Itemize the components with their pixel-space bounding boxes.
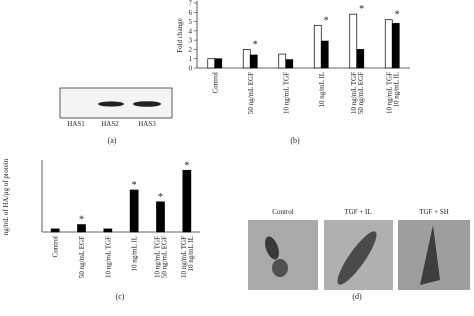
bar [320, 40, 329, 69]
x-tick-label: 10 ng/mL TGF50 ng/mL EGF [350, 72, 365, 114]
x-tick-label-line: Control [52, 236, 60, 257]
bar [182, 169, 192, 233]
bar [285, 59, 294, 69]
x-tick-label: 50 ng/mL EGF [78, 236, 86, 278]
x-tick-label: 10 ng/mL IL [131, 236, 139, 272]
lane-label: HAS3 [138, 120, 156, 128]
x-tick-label: 10 ng/mL TGF50 ng/mL EGF [154, 236, 169, 278]
micrograph-label: TGF + SH [419, 208, 449, 216]
x-tick-label-line: 50 ng/mL EGF [357, 72, 365, 114]
y-tick-label: 3 [189, 37, 193, 45]
bar [207, 58, 216, 69]
micrograph-label: Control [272, 208, 293, 216]
x-tick-label-line: 10 ng/mL IL [392, 72, 400, 108]
micrograph [398, 220, 470, 290]
y-tick-label: 5 [189, 18, 193, 26]
bar [50, 228, 60, 233]
significance-mark: * [79, 215, 84, 226]
significance-mark: * [359, 4, 364, 15]
bar [278, 53, 287, 69]
x-tick-label-line: 50 ng/mL EGF [78, 236, 86, 278]
significance-mark: * [395, 10, 400, 21]
x-tick-label-line: 50 ng/mL EGF [247, 72, 255, 114]
bar [249, 54, 258, 69]
x-tick-label: 10 ng/mL IL [318, 72, 326, 108]
y-tick-label: 4 [189, 27, 193, 35]
y-axis-label: ng/mL of HA/µg of protein [2, 158, 10, 235]
bar [103, 228, 113, 233]
x-tick-label-line: 10 ng/mL TGF [154, 236, 162, 278]
significance-mark: * [184, 160, 189, 171]
bar [384, 19, 393, 69]
x-tick-label-line: 10 ng/mL IL [131, 236, 139, 272]
lane-label: HAS1 [67, 120, 85, 128]
blot-band [98, 101, 124, 107]
bar [242, 49, 251, 69]
x-tick-label: 10 ng/mL TGF10 ng/mL IL [180, 236, 195, 278]
significance-mark: * [253, 39, 258, 50]
x-tick-label: 50 ng/mL EGF [247, 72, 255, 114]
bar [129, 189, 139, 233]
blot-band [133, 101, 161, 107]
bar [391, 23, 400, 69]
significance-mark: * [132, 180, 137, 191]
x-tick-label-line: 10 ng/mL IL [318, 72, 326, 108]
y-tick-label: 0 [189, 65, 193, 73]
bar [349, 13, 358, 69]
y-tick-label: 1 [189, 55, 193, 63]
bar [356, 49, 365, 69]
x-tick-label: 10 ng/mL TGF [282, 72, 290, 114]
x-tick-label-line: 10 ng/mL TGF [104, 236, 112, 278]
micrograph-label: TGF + IL [344, 208, 371, 216]
panel-label: (b) [290, 136, 300, 145]
significance-mark: * [158, 192, 163, 203]
bar [214, 58, 223, 69]
panel-label: (a) [108, 136, 117, 145]
bar [77, 224, 86, 233]
x-tick-label-line: 10 ng/mL TGF [180, 236, 188, 278]
x-tick-label-line: 10 ng/mL TGF [282, 72, 290, 114]
y-tick-label: 6 [189, 9, 193, 17]
bar [313, 24, 322, 69]
x-tick-label-line: 10 ng/mL TGF [350, 72, 358, 114]
micrograph [248, 220, 318, 290]
lane-label: HAS2 [101, 120, 119, 128]
x-tick-label-line: 50 ng/mL EGF [161, 236, 169, 278]
micrograph [324, 220, 393, 290]
x-tick-label-line: 10 ng/mL IL [187, 236, 195, 272]
x-tick-label: Control [52, 236, 60, 257]
significance-mark: * [324, 15, 329, 26]
x-tick-label: Control [211, 72, 219, 93]
panel-label: (d) [352, 292, 362, 301]
panel-label: (c) [116, 292, 125, 301]
y-tick-label: 7 [189, 0, 193, 8]
y-tick-label: 2 [189, 46, 193, 54]
x-tick-label: 10 ng/mL TGF10 ng/mL IL [385, 72, 400, 114]
bar [156, 201, 165, 233]
x-tick-label: 10 ng/mL TGF [104, 236, 112, 278]
x-tick-label-line: 10 ng/mL TGF [385, 72, 393, 114]
x-tick-label-line: Control [211, 72, 219, 93]
y-axis-label: Fold change [176, 18, 184, 52]
